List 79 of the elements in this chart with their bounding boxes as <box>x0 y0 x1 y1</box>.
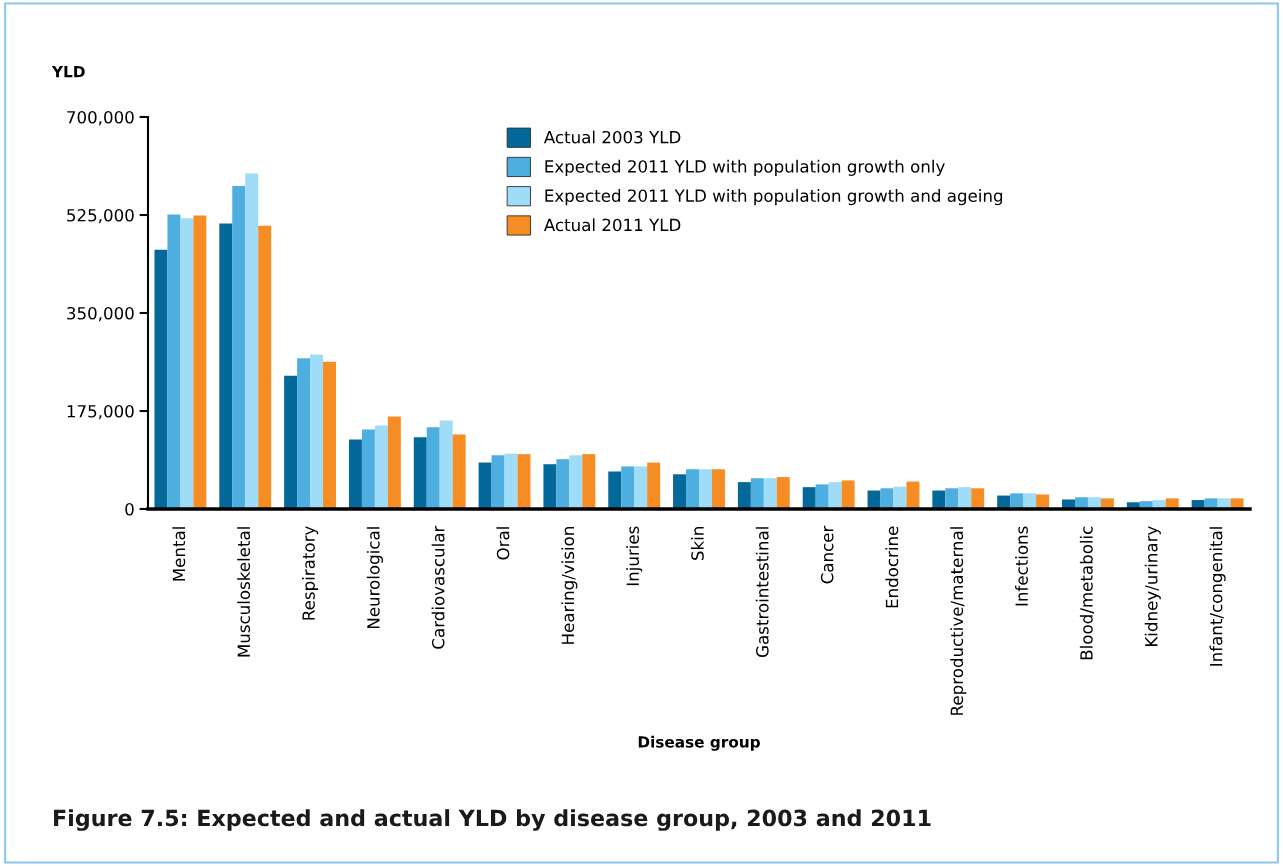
x-tick-label: Injuries <box>626 526 643 586</box>
bar <box>711 469 725 509</box>
bar <box>232 185 246 509</box>
bar <box>323 361 336 509</box>
bar <box>971 488 985 509</box>
x-tick-label: Cancer <box>820 525 834 584</box>
bar <box>569 455 583 509</box>
bar <box>841 480 855 509</box>
bar <box>776 477 790 509</box>
bar <box>245 173 259 509</box>
bar <box>750 478 764 509</box>
x-tick-label: Cardiovascular <box>431 525 445 649</box>
x-axis-title: Disease group <box>638 735 760 751</box>
x-tick-label: Hearing/vision <box>561 527 578 644</box>
x-tick-label: Blood/metabolic <box>1079 526 1095 660</box>
bar <box>763 478 777 509</box>
bar <box>737 482 751 509</box>
legend-label: Actual 2011 YLD <box>543 218 681 232</box>
bar <box>297 358 311 509</box>
bar <box>478 462 492 509</box>
bar <box>1010 493 1024 509</box>
bar <box>945 488 959 509</box>
x-tick-label: Gastrointestinal <box>755 527 769 657</box>
bar <box>193 215 207 509</box>
x-tick-label: Mental <box>172 527 186 581</box>
bar <box>452 434 466 509</box>
bar <box>310 354 324 509</box>
x-tick-label: Endocrine <box>885 526 899 608</box>
bar <box>374 425 388 509</box>
bar <box>673 474 687 509</box>
x-tick-label: Kidney/urinary <box>1144 526 1161 647</box>
bar <box>258 225 272 509</box>
x-tick-label: Skin <box>690 527 704 560</box>
bar <box>1023 493 1037 509</box>
x-tick-label: Neurological <box>366 527 383 629</box>
x-tick-label: Infections <box>1015 526 1028 606</box>
bar <box>284 375 298 509</box>
bar <box>828 482 842 509</box>
x-tick-label: Respiratory <box>301 526 319 620</box>
bar <box>621 466 635 509</box>
bar <box>893 486 907 509</box>
bar <box>958 487 972 509</box>
x-tick-label: Oral <box>496 527 510 560</box>
bar <box>634 466 648 509</box>
bar <box>815 484 829 509</box>
bar <box>802 487 816 509</box>
bar <box>439 420 453 509</box>
legend-label: Expected 2011 YLD with population growth and ageing <box>545 189 1003 206</box>
bar <box>348 439 362 509</box>
bar <box>608 471 622 509</box>
y-tick-label: 350,000 <box>67 306 134 322</box>
x-tick-label: Musculoskeletal <box>237 527 251 657</box>
y-tick-label: 0 <box>125 502 134 516</box>
bar <box>361 429 375 509</box>
bar <box>387 416 401 509</box>
bar <box>154 249 168 509</box>
y-axis-title: YLD <box>51 66 85 78</box>
bar <box>543 464 557 509</box>
bar <box>686 469 699 509</box>
bar <box>582 454 596 509</box>
bar <box>167 214 181 509</box>
y-tick-label: 700,000 <box>67 110 134 126</box>
bar <box>699 469 712 509</box>
bar <box>517 454 531 509</box>
bar <box>219 223 233 509</box>
x-tick-label: Reproductive/maternal <box>950 527 967 715</box>
bar <box>556 459 570 509</box>
bar <box>426 427 440 509</box>
x-tick-label: Infant/congenital <box>1209 527 1226 666</box>
legend-label: Actual 2003 YLD <box>543 130 681 144</box>
legend-label: Expected 2011 YLD with population growth only <box>545 159 945 176</box>
y-tick-label: 175,000 <box>67 404 134 420</box>
bar <box>647 462 661 509</box>
bar <box>413 437 427 509</box>
bar <box>491 455 505 509</box>
y-tick-label: 525,000 <box>67 208 134 224</box>
bar <box>180 218 194 509</box>
text: Figure 7.5: Expected and actual YLD by disease group, 2003 and 2011 <box>54 809 931 831</box>
bar <box>906 481 920 509</box>
